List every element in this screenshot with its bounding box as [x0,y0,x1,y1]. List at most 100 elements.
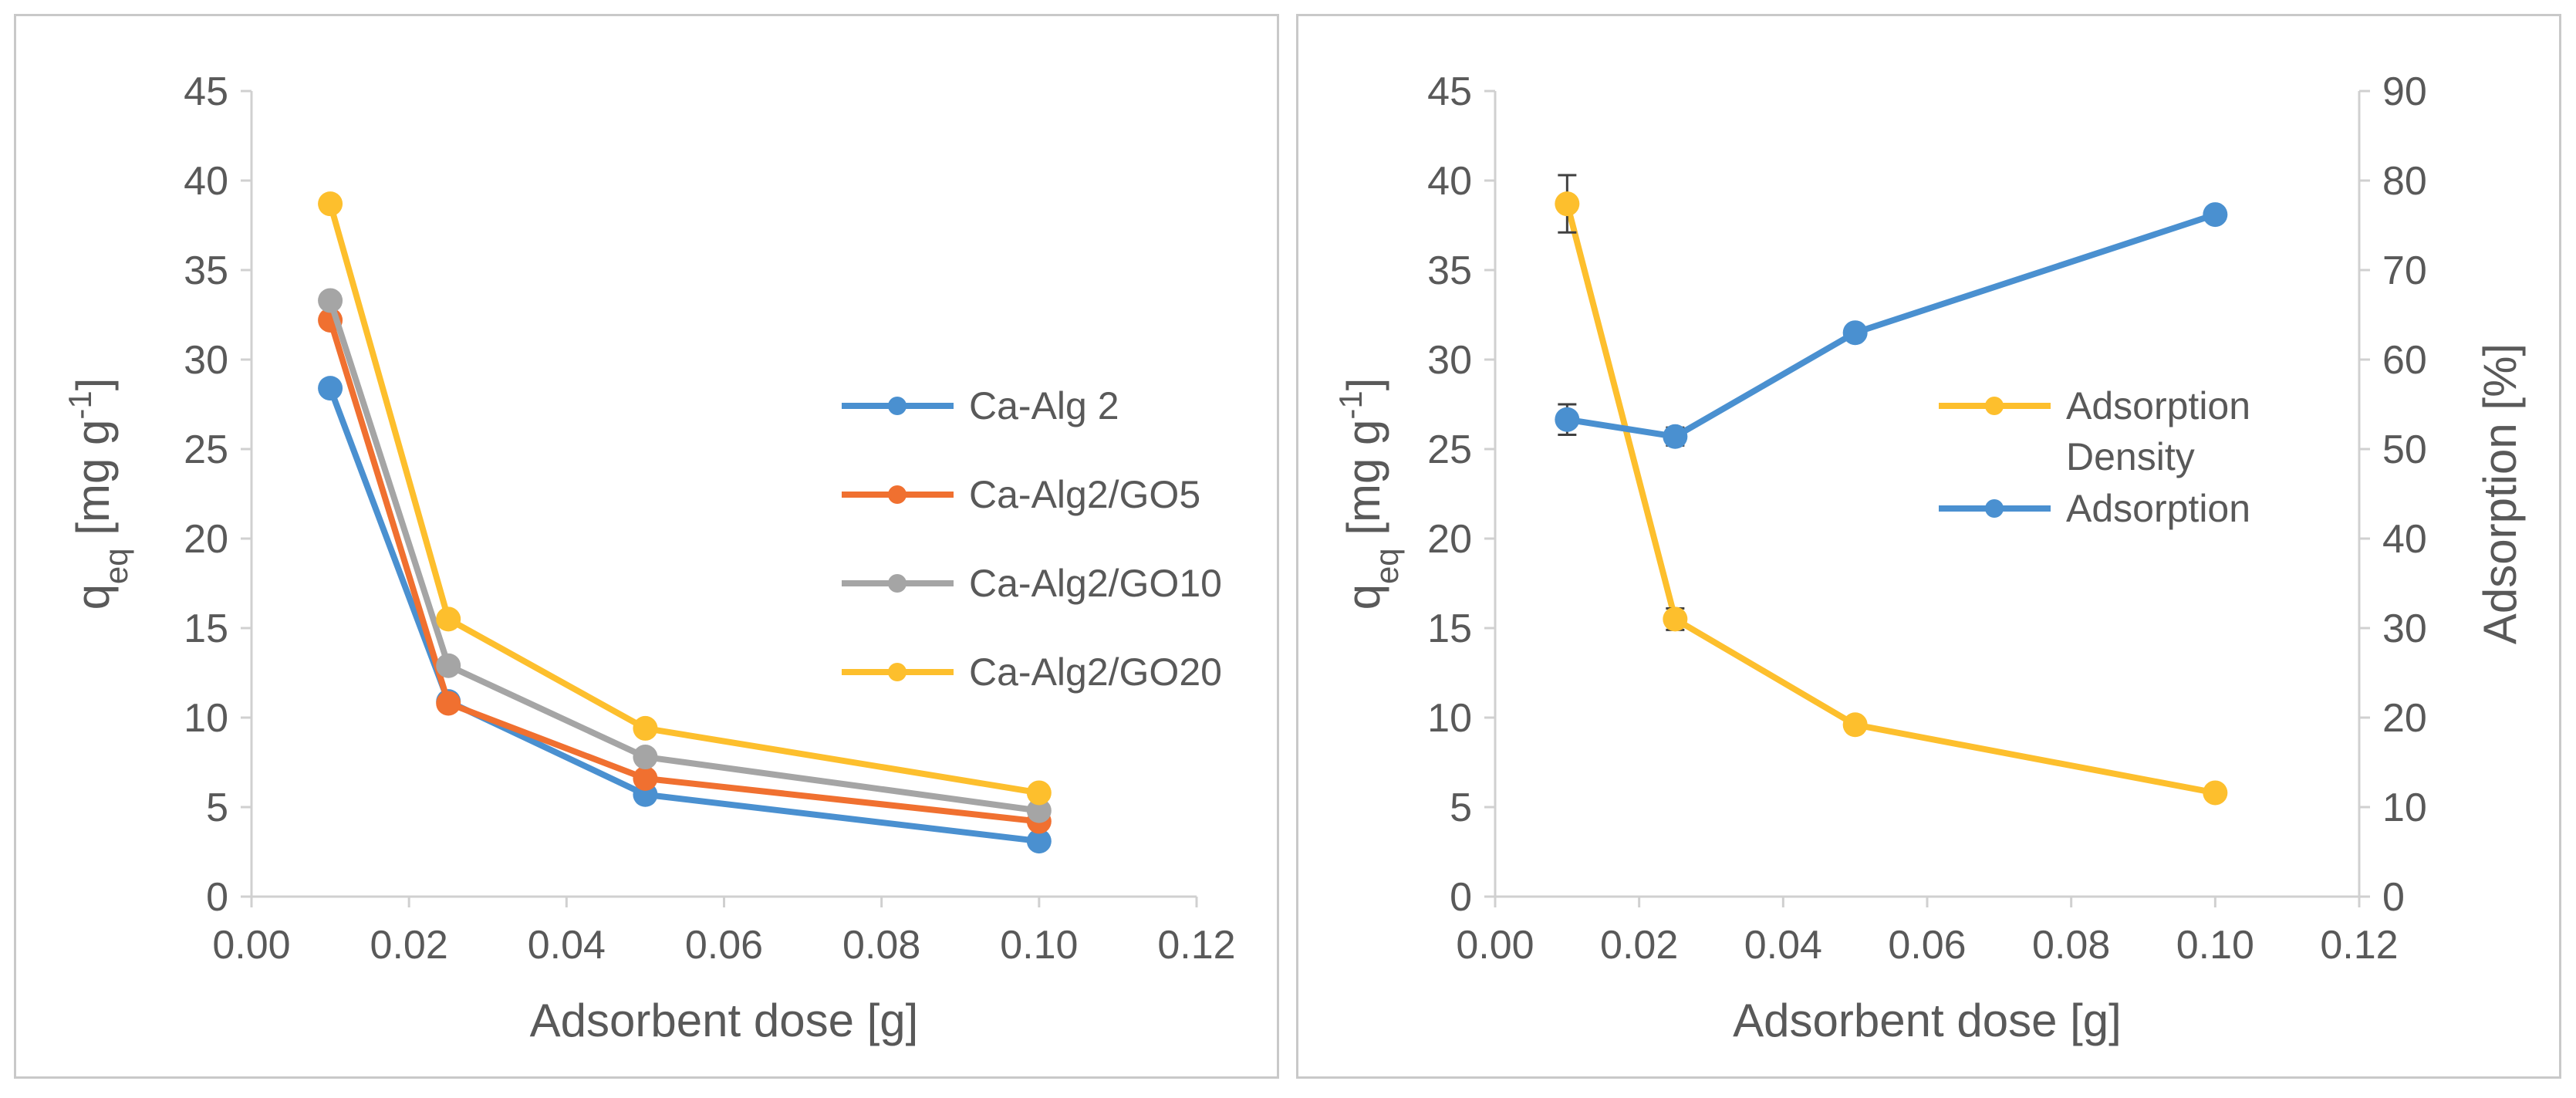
left-x-tick-label: 0.02 [370,923,448,968]
left-x-tick-label: 0.08 [842,923,920,968]
left-data-point-ca-alg2-go20 [318,191,343,217]
left-ylabel-main: q [67,584,119,610]
right-y2-tick-label: 20 [2382,696,2427,741]
left-x-tick-label: 0.04 [528,923,606,968]
right-y-tick-label: 10 [1427,696,1472,741]
left-y-tick-label: 45 [184,69,228,114]
legend-swatch-marker [888,485,906,504]
left-x-tick-label: 0.06 [685,923,763,968]
left-y-tick-label: 35 [184,248,228,293]
left-data-point-ca-alg2-go10 [1026,798,1052,823]
right-y2-tick-label: 70 [2382,248,2427,293]
left-x-tick-label: 0.00 [212,923,290,968]
right-axes: 0 5 10 15 20 25 30 35 40 45 0 10 20 30 40 50 60 70 80 90 0.0… [1427,69,2427,968]
right-ylabel-sub: eq [1369,548,1405,584]
right-y-tick-label: 20 [1427,517,1472,562]
left-y-tick-label: 5 [206,785,228,830]
right-y2-axis-title: Adsorption [%] [2474,343,2526,644]
right-ylabel-main: q [1338,584,1389,610]
left-series-line-ca-alg-2 [327,387,1040,845]
left-data-point-ca-alg2-go5 [436,691,461,716]
right-y2-tick-label: 90 [2382,69,2427,114]
right-y2-tick-label: 60 [2382,338,2427,383]
right-ylabel-close: ] [1338,378,1389,391]
left-y-axis-title: qeq [mg g-1] [62,378,134,610]
left-y-tick-label: 25 [184,427,228,472]
right-y-tick-label: 35 [1427,248,1472,293]
right-y2-tick-label: 50 [2382,427,2427,472]
right-x-tick-label: 0.00 [1456,923,1534,968]
left-data-point-ca-alg2-go10 [633,745,658,770]
right-y2-tick-label: 40 [2382,517,2427,562]
left-data-point-ca-alg2-go20 [436,606,461,632]
left-ylabel-close: ] [67,378,119,391]
right-series-line-adsorption-density [1564,203,2216,796]
left-y-tick-label: 0 [206,875,228,920]
right-data-point-adsorption-density [1663,606,1688,632]
left-data-point-ca-alg2-go5 [633,765,658,791]
left-ylabel-sub: eq [98,548,134,584]
left-series-line-ca-alg2-go10 [327,299,1040,814]
legend-label: Density [2066,435,2195,478]
right-data-point-adsorption [1663,424,1688,449]
right-y-tick-label: 0 [1450,875,1472,920]
right-ylabel-sup: -1 [1332,390,1369,419]
legend-label: Adsorption [2066,384,2250,427]
right-y-axis-title: qeq [mg g-1] [1332,378,1405,610]
right-chart-svg: 0 5 10 15 20 25 30 35 40 45 0 10 20 30 40 50 60 70 80 90 0.0… [1332,69,2527,1046]
right-y-tick-label: 30 [1427,338,1472,383]
right-data-point-adsorption [1555,407,1580,432]
right-y-tick-label: 25 [1427,427,1472,472]
right-series-line-adsorption [1566,211,2216,440]
left-y-tick-label: 30 [184,338,228,383]
left-series-marks [318,191,1052,854]
right-y2-tick-label: 80 [2382,159,2427,204]
left-x-tick-label: 0.12 [1157,923,1235,968]
right-x-tick-label: 0.02 [1600,923,1678,968]
right-data-point-adsorption-density [1842,712,1868,738]
right-series-marks [1555,174,2228,806]
left-data-point-ca-alg2-go20 [633,715,658,741]
left-ylabel-unit: [mg g [67,420,119,549]
left-data-point-ca-alg-2 [1026,829,1052,854]
legend-swatch-marker [888,663,906,681]
legend-label: Ca-Alg2/GO10 [969,562,1222,605]
right-y-tick-label: 40 [1427,159,1472,204]
left-y-tick-label: 20 [184,517,228,562]
legend-label: Adsorption [2066,487,2250,530]
legend-swatch-marker [1985,499,2004,518]
left-data-point-ca-alg2-go20 [1026,780,1052,806]
legend-swatch-marker [888,397,906,415]
right-x-axis-title: Adsorbent dose [g] [1733,995,2122,1046]
left-y-tick-label: 40 [184,159,228,204]
right-y2-tick-label: 30 [2382,606,2427,651]
right-x-tick-label: 0.12 [2320,923,2398,968]
left-series-line-ca-alg2-go5 [327,319,1040,825]
legend-label: Ca-Alg 2 [969,384,1119,427]
right-y-tick-label: 15 [1427,606,1472,651]
left-axes: 0 5 10 15 20 25 30 35 40 45 0.00 0.02 0.04 0.06 0.08 0.… [184,69,1235,968]
left-y-tick-label: 15 [184,606,228,651]
chart-panel-right: 0 5 10 15 20 25 30 35 40 45 0 10 20 30 40 50 60 70 80 90 0.0… [1296,14,2561,1079]
right-ylabel-unit: [mg g [1338,420,1389,549]
left-chart-svg: 0 5 10 15 20 25 30 35 40 45 0.00 0.02 0.04 0.06 0.08 0.… [62,69,1236,1046]
legend-swatch-marker [1985,397,2004,415]
left-data-point-ca-alg2-go10 [436,653,461,678]
left-series-line-ca-alg2-go20 [327,203,1040,796]
left-legend: Ca-Alg 2 Ca-Alg2/GO5 Ca-Alg2/GO10 Ca-Alg2/G… [842,384,1222,694]
left-x-tick-label: 0.10 [1000,923,1078,968]
right-y-tick-label: 5 [1450,785,1472,830]
legend-swatch-marker [888,574,906,593]
right-x-tick-label: 0.04 [1744,923,1822,968]
right-x-tick-label: 0.08 [2032,923,2110,968]
right-x-tick-label: 0.06 [1888,923,1966,968]
right-y2-tick-label: 0 [2382,875,2405,920]
right-data-point-adsorption [2203,202,2228,228]
left-data-point-ca-alg-2 [318,376,343,401]
left-ylabel-sup: -1 [62,390,98,419]
right-legend: Adsorption Density Adsorption [1939,384,2250,530]
left-x-axis-title: Adsorbent dose [g] [530,995,919,1046]
right-data-point-adsorption-density [2203,780,2228,806]
left-y-tick-label: 10 [184,696,228,741]
legend-label: Ca-Alg2/GO5 [969,473,1200,516]
